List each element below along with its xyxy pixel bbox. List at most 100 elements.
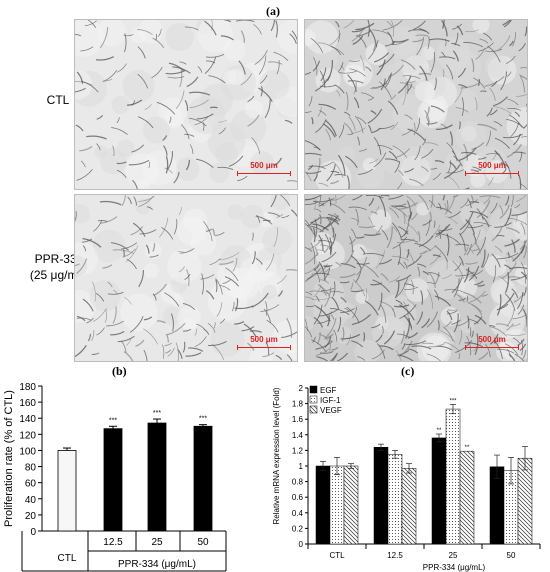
- micrograph-cell: [507, 217, 527, 226]
- micrograph-cell: [467, 315, 470, 329]
- micrograph-cell: [240, 73, 253, 86]
- bar-VEGF-50: [517, 457, 533, 545]
- micrograph-cell: [368, 97, 375, 101]
- micrograph-cell: [330, 170, 340, 174]
- micrograph-cell: [318, 103, 337, 110]
- micrograph-cell: [218, 119, 228, 123]
- micrograph-cell: [487, 45, 501, 63]
- micrograph-cell: [414, 145, 421, 161]
- micrograph-cell: [149, 254, 159, 258]
- micrograph-cell: [498, 35, 511, 50]
- micrograph-blob: [514, 265, 527, 286]
- micrograph-cell: [395, 299, 403, 306]
- micrograph-cell: [211, 20, 232, 23]
- micrograph-blob: [337, 302, 356, 320]
- micrograph-cell: [435, 225, 448, 238]
- micrograph-cell: [318, 234, 324, 251]
- micrograph-cell: [290, 209, 297, 217]
- micrograph-cell: [473, 77, 486, 89]
- micrograph-cell: [137, 46, 146, 59]
- micrograph-blob: [158, 97, 188, 126]
- micrograph-cell: [504, 343, 519, 356]
- micrograph-blob: [262, 284, 277, 300]
- category-label: 25: [449, 551, 458, 560]
- micrograph-cell: [207, 322, 216, 333]
- micrograph-cell: [323, 267, 331, 280]
- micrograph-cell: [401, 128, 413, 136]
- micrograph-cell: [383, 330, 396, 345]
- micrograph-cell: [84, 20, 97, 27]
- micrograph-cell: [345, 155, 358, 169]
- micrograph-cell: [459, 220, 471, 236]
- micrograph-cell: [329, 202, 346, 214]
- micrograph-blob: [472, 20, 490, 34]
- legend-entry: EGF: [320, 386, 337, 395]
- micrograph-cell: [184, 273, 191, 281]
- micrograph-cell: [467, 302, 483, 313]
- micrograph-cell: [421, 148, 434, 159]
- micrograph-cell: [313, 174, 318, 182]
- micrograph-cell: [449, 131, 453, 146]
- significance-marker: ***: [199, 416, 207, 423]
- micrograph-cell: [333, 329, 338, 342]
- micrograph-cell: [359, 54, 365, 71]
- micrograph-cell: [91, 330, 95, 341]
- micrograph-cell: [408, 20, 426, 32]
- micrograph-cell: [520, 75, 527, 81]
- micrograph-cell: [363, 332, 366, 342]
- micrograph-blob: [120, 293, 158, 332]
- micrograph-blob: [365, 42, 388, 65]
- micrograph-cell: [344, 307, 350, 312]
- micrograph-cell: [375, 250, 386, 269]
- micrograph-cell: [175, 90, 185, 109]
- micrograph-cell: [453, 313, 459, 333]
- micrograph-cell: [404, 114, 413, 120]
- micrograph-cell: [185, 159, 191, 171]
- micrograph-cell: [102, 78, 113, 82]
- micrograph-cell: [368, 39, 379, 60]
- micrograph-cell: [345, 91, 349, 111]
- y-tick-label: 0: [299, 540, 304, 549]
- micrograph-cell: [470, 229, 481, 248]
- micrograph-cell: [152, 293, 157, 301]
- micrograph-cell: [402, 75, 421, 79]
- micrograph-cell: [460, 152, 477, 155]
- micrograph-cell: [380, 78, 386, 91]
- micrograph-cell: [240, 30, 246, 43]
- micrograph-cell: [305, 171, 312, 182]
- micrograph-cell: [330, 195, 346, 202]
- micrograph-cell: [493, 120, 503, 127]
- micrograph-cell: [433, 220, 436, 228]
- micrograph-blob: [305, 20, 339, 54]
- micrograph-cell: [315, 200, 325, 207]
- micrograph-cell: [167, 347, 175, 357]
- micrograph-cell: [425, 116, 429, 127]
- y-tick-label: 1.6: [292, 415, 304, 424]
- micrograph-cell: [234, 298, 239, 312]
- micrograph-cell: [143, 349, 148, 361]
- micrograph-cell: [459, 211, 474, 231]
- micrograph-cell: [313, 267, 321, 283]
- bar-IGF-1-12.5: [387, 454, 403, 545]
- micrograph-blob: [399, 146, 433, 180]
- micrograph-cell: [522, 245, 527, 259]
- micrograph-cell: [346, 175, 350, 189]
- micrograph-cell: [331, 45, 342, 56]
- micrograph-cell: [220, 35, 234, 41]
- micrograph-cell: [360, 92, 374, 99]
- micrograph-cell: [400, 59, 416, 70]
- micrograph-cell: [465, 29, 479, 33]
- micrograph-blob: [394, 41, 426, 74]
- micrograph-cell: [445, 216, 458, 225]
- micrograph-cell: [82, 237, 102, 248]
- row-label-ppr: PPR-334 (25 μg/mL): [14, 251, 104, 283]
- micrograph-cell: [458, 330, 463, 345]
- micrograph-cell: [419, 65, 428, 81]
- micrograph-cell: [434, 160, 445, 164]
- micrograph-cell: [97, 219, 108, 222]
- micrograph-cell: [357, 356, 366, 361]
- micrograph-cell: [355, 22, 375, 31]
- micrograph-cell: [390, 205, 408, 217]
- bar-VEGF-25: [459, 450, 475, 545]
- micrograph-cell: [305, 219, 313, 231]
